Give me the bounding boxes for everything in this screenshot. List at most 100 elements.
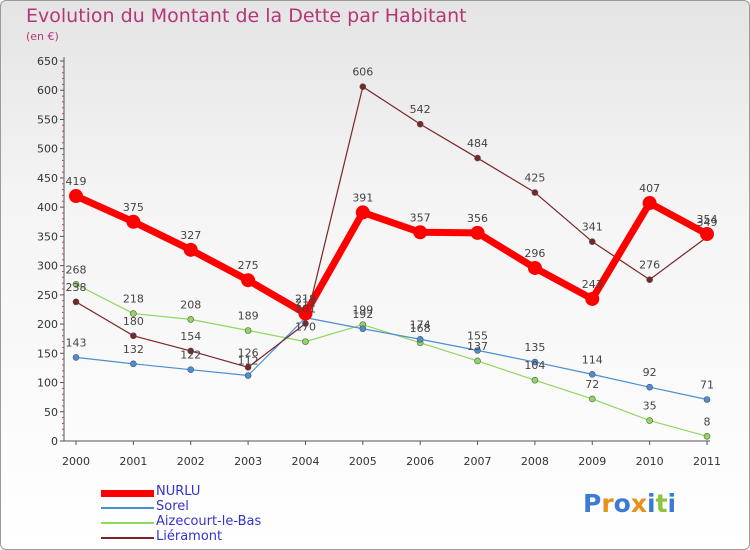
data-label-li-ramont: 238	[66, 281, 87, 294]
data-label-aizecourt-le-bas: 168	[410, 322, 431, 335]
legend-label-nurlu: NURLU	[156, 484, 201, 499]
data-point-nurlu	[355, 205, 370, 220]
data-point-sorel	[359, 325, 367, 333]
data-label-nurlu: 296	[524, 247, 545, 260]
data-label-li-ramont: 154	[180, 330, 201, 343]
legend-label-aizecourt-le-bas: Aizecourt-le-Bas	[156, 514, 262, 529]
data-point-li-ramont	[187, 347, 195, 355]
chart-title: Evolution du Montant de la Dette par Hab…	[26, 5, 467, 27]
data-point-li-ramont	[416, 120, 424, 128]
data-point-aizecourt-le-bas	[244, 327, 252, 334]
data-label-li-ramont: 276	[639, 259, 660, 272]
data-label-li-ramont: 425	[524, 172, 545, 185]
data-point-aizecourt-le-bas	[187, 316, 195, 323]
y-tick-label: 100	[37, 377, 58, 390]
x-tick-label: 2000	[62, 455, 90, 468]
data-label-nurlu: 354	[697, 213, 718, 226]
x-tick-label: 2005	[349, 455, 377, 468]
series-line-sorel	[75, 317, 708, 401]
legend-swatch-nurlu	[101, 489, 154, 497]
data-point-nurlu	[241, 273, 256, 288]
data-point-nurlu	[126, 214, 141, 229]
proxiti-logo: Proxiti	[583, 489, 676, 518]
logo-letter: x	[630, 489, 647, 518]
data-label-nurlu: 243	[582, 278, 603, 291]
data-point-aizecourt-le-bas	[646, 417, 653, 424]
data-point-li-ramont	[130, 332, 137, 340]
data-label-li-ramont: 180	[123, 315, 144, 328]
data-label-aizecourt-le-bas: 170	[295, 321, 316, 334]
x-tick-label: 2010	[636, 455, 664, 468]
y-tick-label: 200	[37, 318, 58, 331]
data-label-aizecourt-le-bas: 268	[66, 263, 87, 276]
data-label-nurlu: 357	[410, 211, 431, 224]
y-tick-label: 0	[51, 435, 58, 448]
data-label-sorel: 122	[180, 349, 201, 362]
y-tick-label: 250	[37, 289, 58, 302]
data-point-nurlu	[183, 242, 198, 257]
logo-letter: i	[667, 489, 677, 518]
data-label-li-ramont: 126	[238, 346, 259, 359]
data-label-sorel: 132	[123, 343, 144, 356]
data-label-aizecourt-le-bas: 8	[704, 415, 711, 428]
data-label-sorel: 71	[700, 378, 714, 391]
data-label-sorel: 192	[352, 308, 373, 321]
data-label-aizecourt-le-bas: 104	[524, 359, 545, 372]
data-point-sorel	[244, 372, 252, 379]
data-label-nurlu: 356	[467, 212, 488, 225]
data-point-nurlu	[527, 260, 542, 275]
data-point-sorel	[646, 383, 653, 391]
data-point-sorel	[703, 396, 711, 403]
x-tick-label: 2011	[693, 455, 721, 468]
data-point-aizecourt-le-bas	[72, 281, 80, 288]
series-line-aizecourt-le-bas	[75, 283, 708, 437]
x-tick-label: 2001	[119, 455, 147, 468]
data-label-sorel: 155	[467, 329, 488, 342]
data-label-nurlu: 419	[66, 175, 87, 188]
data-point-li-ramont	[474, 154, 481, 162]
data-label-aizecourt-le-bas: 137	[467, 340, 488, 353]
x-tick-label: 2003	[234, 455, 262, 468]
y-tick-label: 450	[37, 172, 58, 185]
data-point-sorel	[474, 347, 481, 354]
data-point-li-ramont	[646, 276, 653, 283]
data-point-aizecourt-le-bas	[302, 338, 309, 345]
data-label-sorel: 174	[410, 318, 431, 331]
data-label-sorel: 114	[582, 353, 603, 366]
data-point-aizecourt-le-bas	[474, 357, 481, 365]
data-label-nurlu: 275	[238, 259, 259, 272]
legend-label-li-ramont: Liéramont	[156, 529, 223, 544]
data-point-nurlu	[585, 291, 600, 306]
data-point-nurlu	[413, 225, 428, 240]
y-tick-label: 500	[37, 143, 58, 156]
data-label-li-ramont: 201	[295, 302, 316, 315]
data-point-sorel	[588, 371, 596, 378]
data-point-li-ramont	[72, 298, 80, 306]
y-tick-label: 600	[37, 84, 58, 97]
y-tick-label: 650	[37, 55, 58, 68]
x-tick-label: 2007	[464, 455, 492, 468]
x-tick-label: 2006	[406, 455, 434, 468]
data-point-sorel	[130, 360, 137, 368]
y-tick-label: 50	[44, 406, 58, 419]
data-point-nurlu	[298, 306, 313, 321]
data-label-nurlu: 407	[639, 182, 660, 195]
data-point-aizecourt-le-bas	[130, 310, 137, 317]
data-label-li-ramont: 542	[410, 103, 431, 116]
series-line-li-ramont	[75, 86, 708, 368]
data-label-aizecourt-le-bas: 208	[180, 298, 201, 311]
data-label-nurlu: 327	[180, 229, 201, 242]
x-tick-label: 2002	[177, 455, 205, 468]
logo-letter: P	[583, 489, 602, 518]
x-tick-label: 2009	[578, 455, 606, 468]
series-line-nurlu	[74, 192, 709, 318]
data-label-sorel: 135	[524, 341, 545, 354]
chart-subtitle: (en €)	[26, 30, 59, 43]
legend-label-sorel: Sorel	[156, 499, 189, 514]
data-point-li-ramont	[244, 364, 252, 371]
data-point-nurlu	[69, 189, 83, 204]
data-label-aizecourt-le-bas: 218	[123, 293, 144, 306]
data-point-aizecourt-le-bas	[531, 376, 539, 384]
